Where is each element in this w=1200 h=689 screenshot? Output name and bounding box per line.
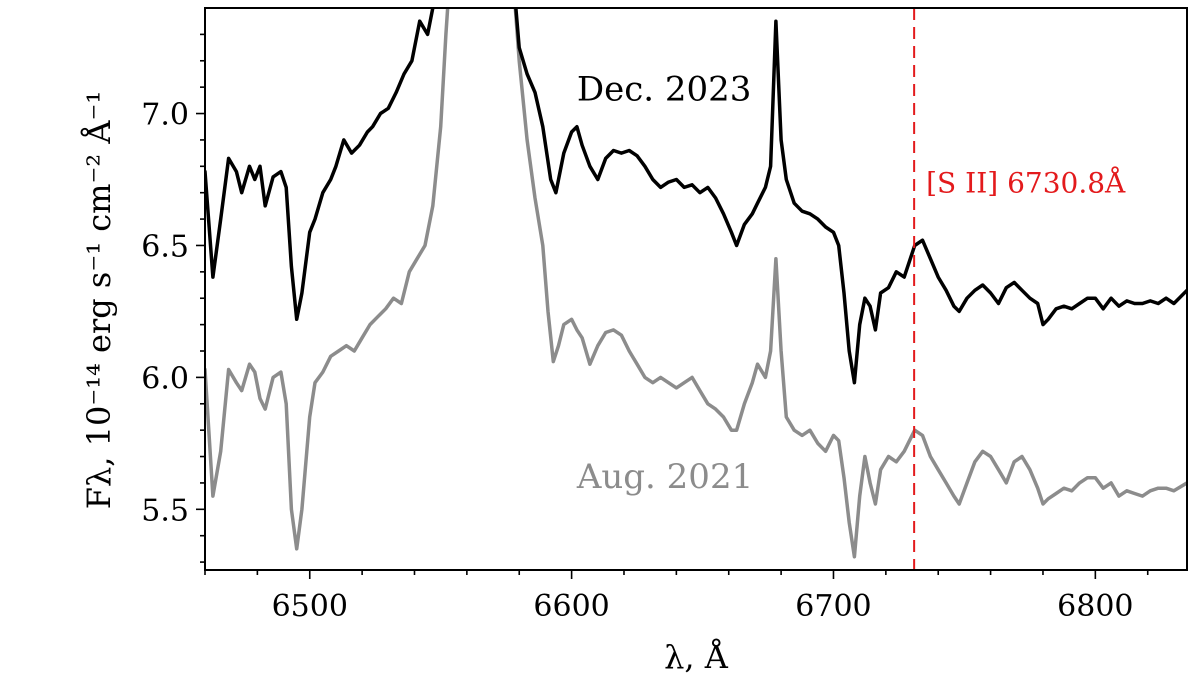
x-axis: 6500 6600 6700 6800 [204,570,1149,624]
y-tick-label: 5.5 [141,493,189,528]
x-tick-label: 6700 [795,589,871,624]
series-line-aug-2021 [205,8,1187,559]
y-axis: 5.5 6.0 6.5 7.0 [141,33,205,563]
y-tick-label: 6.0 [141,361,189,396]
x-tick-label: 6800 [1057,589,1133,624]
series-labels: Dec. 2023 Aug. 2021 [576,69,753,497]
y-axis-label: Fλ, 10⁻¹⁴ erg s⁻¹ cm⁻² Å⁻¹ [80,91,118,509]
x-tick-label: 6500 [272,589,348,624]
series-label-dec-2023: Dec. 2023 [577,69,752,109]
series-label-aug-2021: Aug. 2021 [576,457,753,497]
y-tick-label: 6.5 [141,229,189,264]
series-line-dec-2023 [205,8,1187,385]
x-axis-label: λ, Å [664,638,729,676]
x-tick-label: 6600 [533,589,609,624]
plot-frame [204,7,1188,571]
annotation-layer: [S II] 6730.8Å [913,8,1126,570]
sii-line-label: [S II] 6730.8Å [926,167,1126,200]
series-lines [205,8,1187,559]
y-tick-label: 7.0 [141,98,189,133]
